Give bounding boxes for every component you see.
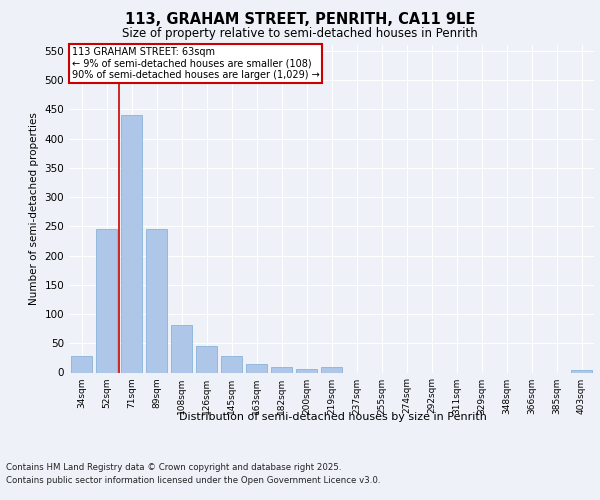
Text: 113, GRAHAM STREET, PENRITH, CA11 9LE: 113, GRAHAM STREET, PENRITH, CA11 9LE — [125, 12, 475, 28]
Text: 113 GRAHAM STREET: 63sqm
← 9% of semi-detached houses are smaller (108)
90% of s: 113 GRAHAM STREET: 63sqm ← 9% of semi-de… — [71, 46, 319, 80]
Bar — [221, 356, 242, 372]
Bar — [271, 366, 292, 372]
Bar — [196, 346, 217, 372]
Bar — [146, 229, 167, 372]
Bar — [246, 364, 267, 372]
Bar — [296, 369, 317, 372]
Bar — [71, 356, 92, 372]
Y-axis label: Number of semi-detached properties: Number of semi-detached properties — [29, 112, 39, 305]
Text: Distribution of semi-detached houses by size in Penrith: Distribution of semi-detached houses by … — [179, 412, 487, 422]
Text: Size of property relative to semi-detached houses in Penrith: Size of property relative to semi-detach… — [122, 28, 478, 40]
Text: Contains public sector information licensed under the Open Government Licence v3: Contains public sector information licen… — [6, 476, 380, 485]
Bar — [121, 115, 142, 372]
Bar — [171, 324, 192, 372]
Bar — [571, 370, 592, 372]
Text: Contains HM Land Registry data © Crown copyright and database right 2025.: Contains HM Land Registry data © Crown c… — [6, 462, 341, 471]
Bar — [96, 229, 117, 372]
Bar — [321, 366, 342, 372]
